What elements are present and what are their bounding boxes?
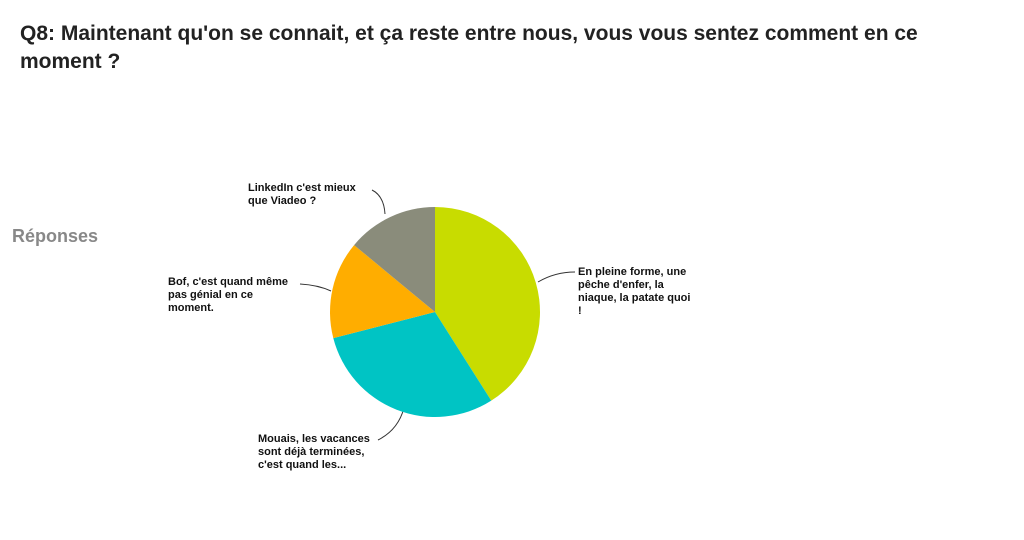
leader-line <box>377 407 405 441</box>
pie-slice <box>330 245 435 339</box>
leader-line <box>537 271 576 283</box>
pie-slice <box>435 207 541 401</box>
slice-label: En pleine forme, une pêche d'enfer, la n… <box>578 266 691 317</box>
leader-line <box>371 189 386 215</box>
slice-label: Mouais, les vacances sont déjà terminées… <box>258 433 370 471</box>
axis-label: Réponses <box>12 226 99 246</box>
pie-slice <box>354 207 435 312</box>
slice-label: Bof, c'est quand même pas génial en ce m… <box>168 276 288 314</box>
leader-line <box>299 283 332 292</box>
pie-slice <box>333 312 492 417</box>
chart-title: Q8: Maintenant qu'on se connait, et ça r… <box>20 22 918 73</box>
slice-label: LinkedIn c'est mieux que Viadeo ? <box>248 182 356 207</box>
